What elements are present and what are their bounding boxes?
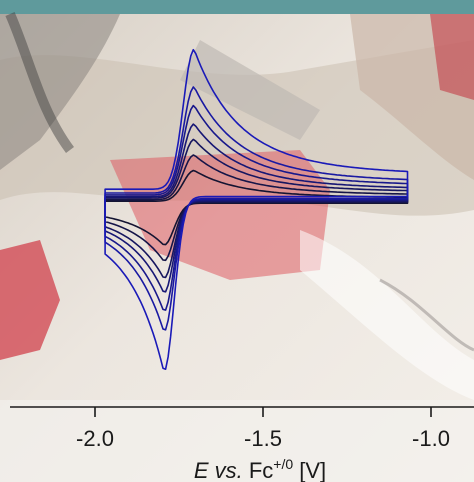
x-tick-label: -1.0 — [412, 426, 450, 451]
cv-curve — [104, 86, 409, 331]
x-tick-label: -1.5 — [244, 426, 282, 451]
x-axis-label: E vs. Fc+/0 [V] — [194, 456, 326, 482]
x-tick-label: -2.0 — [76, 426, 114, 451]
cv-curve — [104, 104, 409, 311]
cv-curve — [104, 123, 409, 293]
cv-curve — [104, 48, 409, 370]
cv-curves — [104, 48, 409, 370]
background-photo — [0, 12, 474, 482]
cv-curve — [104, 169, 409, 246]
cv-curve — [104, 138, 409, 279]
x-axis-ticks — [94, 407, 432, 417]
top-banner-bar — [0, 0, 474, 14]
x-axis: -2.0 -1.5 -1.0 E vs. Fc+/0 [V] — [10, 406, 474, 482]
